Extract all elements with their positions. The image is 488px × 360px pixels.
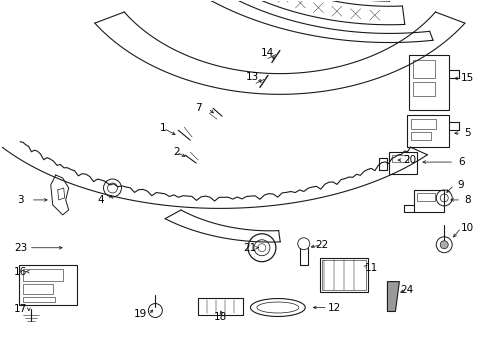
Text: 11: 11 — [364, 263, 377, 273]
Bar — [321, 260, 365, 289]
Text: 13: 13 — [245, 72, 258, 82]
Text: 8: 8 — [463, 195, 469, 205]
Text: 22: 22 — [314, 240, 327, 250]
Text: 9: 9 — [457, 180, 464, 190]
Text: 5: 5 — [463, 128, 469, 138]
Bar — [412, 82, 434, 96]
Bar — [410, 132, 430, 140]
Bar — [388, 152, 416, 174]
Bar — [407, 115, 448, 147]
Text: 16: 16 — [14, 267, 27, 276]
Text: 21: 21 — [243, 243, 256, 253]
Text: 2: 2 — [173, 147, 179, 157]
Bar — [408, 55, 448, 110]
Text: 3: 3 — [18, 195, 24, 205]
Text: 14: 14 — [261, 49, 274, 58]
Text: 1: 1 — [160, 123, 166, 133]
Circle shape — [439, 241, 447, 249]
Text: 15: 15 — [460, 73, 473, 84]
Text: 23: 23 — [14, 243, 27, 253]
Bar — [412, 60, 434, 78]
Bar — [19, 265, 77, 305]
Text: 20: 20 — [402, 155, 415, 165]
Text: 4: 4 — [97, 195, 103, 205]
Text: 12: 12 — [327, 302, 341, 312]
Text: 19: 19 — [134, 310, 147, 319]
Bar — [23, 297, 55, 302]
Text: 17: 17 — [14, 305, 27, 315]
Bar — [413, 190, 443, 212]
Bar — [392, 155, 407, 162]
Bar — [410, 119, 435, 129]
Text: 7: 7 — [195, 103, 201, 113]
Text: 18: 18 — [213, 312, 226, 323]
Bar — [23, 269, 62, 280]
Bar — [416, 193, 434, 201]
Polygon shape — [386, 282, 399, 311]
Bar — [198, 298, 243, 315]
Text: 10: 10 — [460, 223, 473, 233]
Bar — [319, 258, 367, 292]
Bar — [23, 284, 53, 293]
Text: 24: 24 — [400, 284, 413, 294]
Text: 6: 6 — [457, 157, 464, 167]
